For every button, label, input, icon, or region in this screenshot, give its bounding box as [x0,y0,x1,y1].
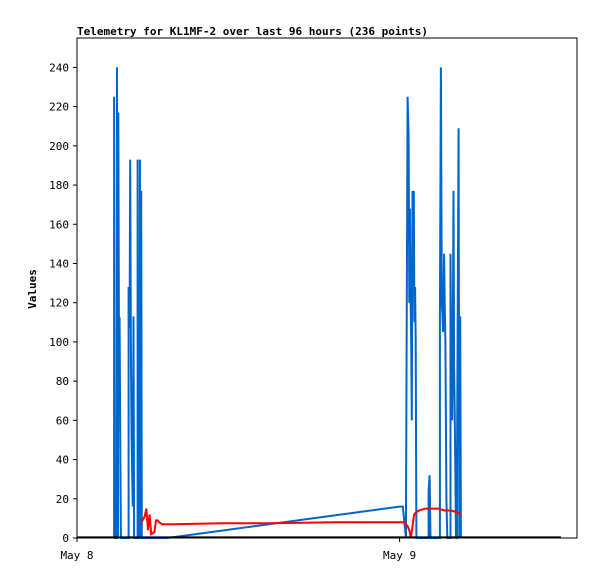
y-tick-label: 140 [49,257,69,270]
series-line-1 [113,67,462,539]
y-tick-label: 20 [56,493,69,506]
chart-title: Telemetry for KL1MF-2 over last 96 hours… [77,25,428,38]
y-tick-label: 180 [49,179,69,192]
y-tick-label: 0 [62,532,69,545]
x-axis: May 8 May 9 [60,538,416,562]
y-axis: 0 20 40 60 80 100 120 140 160 180 200 220 240 [49,61,77,545]
y-tick-label: 220 [49,101,69,114]
x-tick-label: May 9 [383,549,416,562]
y-axis-label: Values [26,269,39,309]
y-tick-label: 60 [56,414,69,427]
series-layer [77,67,561,539]
plot-area [76,37,578,539]
y-tick-label: 240 [49,61,69,74]
series-line-2 [140,507,462,539]
y-tick-label: 160 [49,218,69,231]
y-tick-label: 80 [56,375,69,388]
y-tick-label: 200 [49,140,69,153]
y-tick-label: 40 [56,454,69,467]
y-tick-label: 120 [49,297,69,310]
x-tick-label: May 8 [60,549,93,562]
y-tick-label: 100 [49,336,69,349]
